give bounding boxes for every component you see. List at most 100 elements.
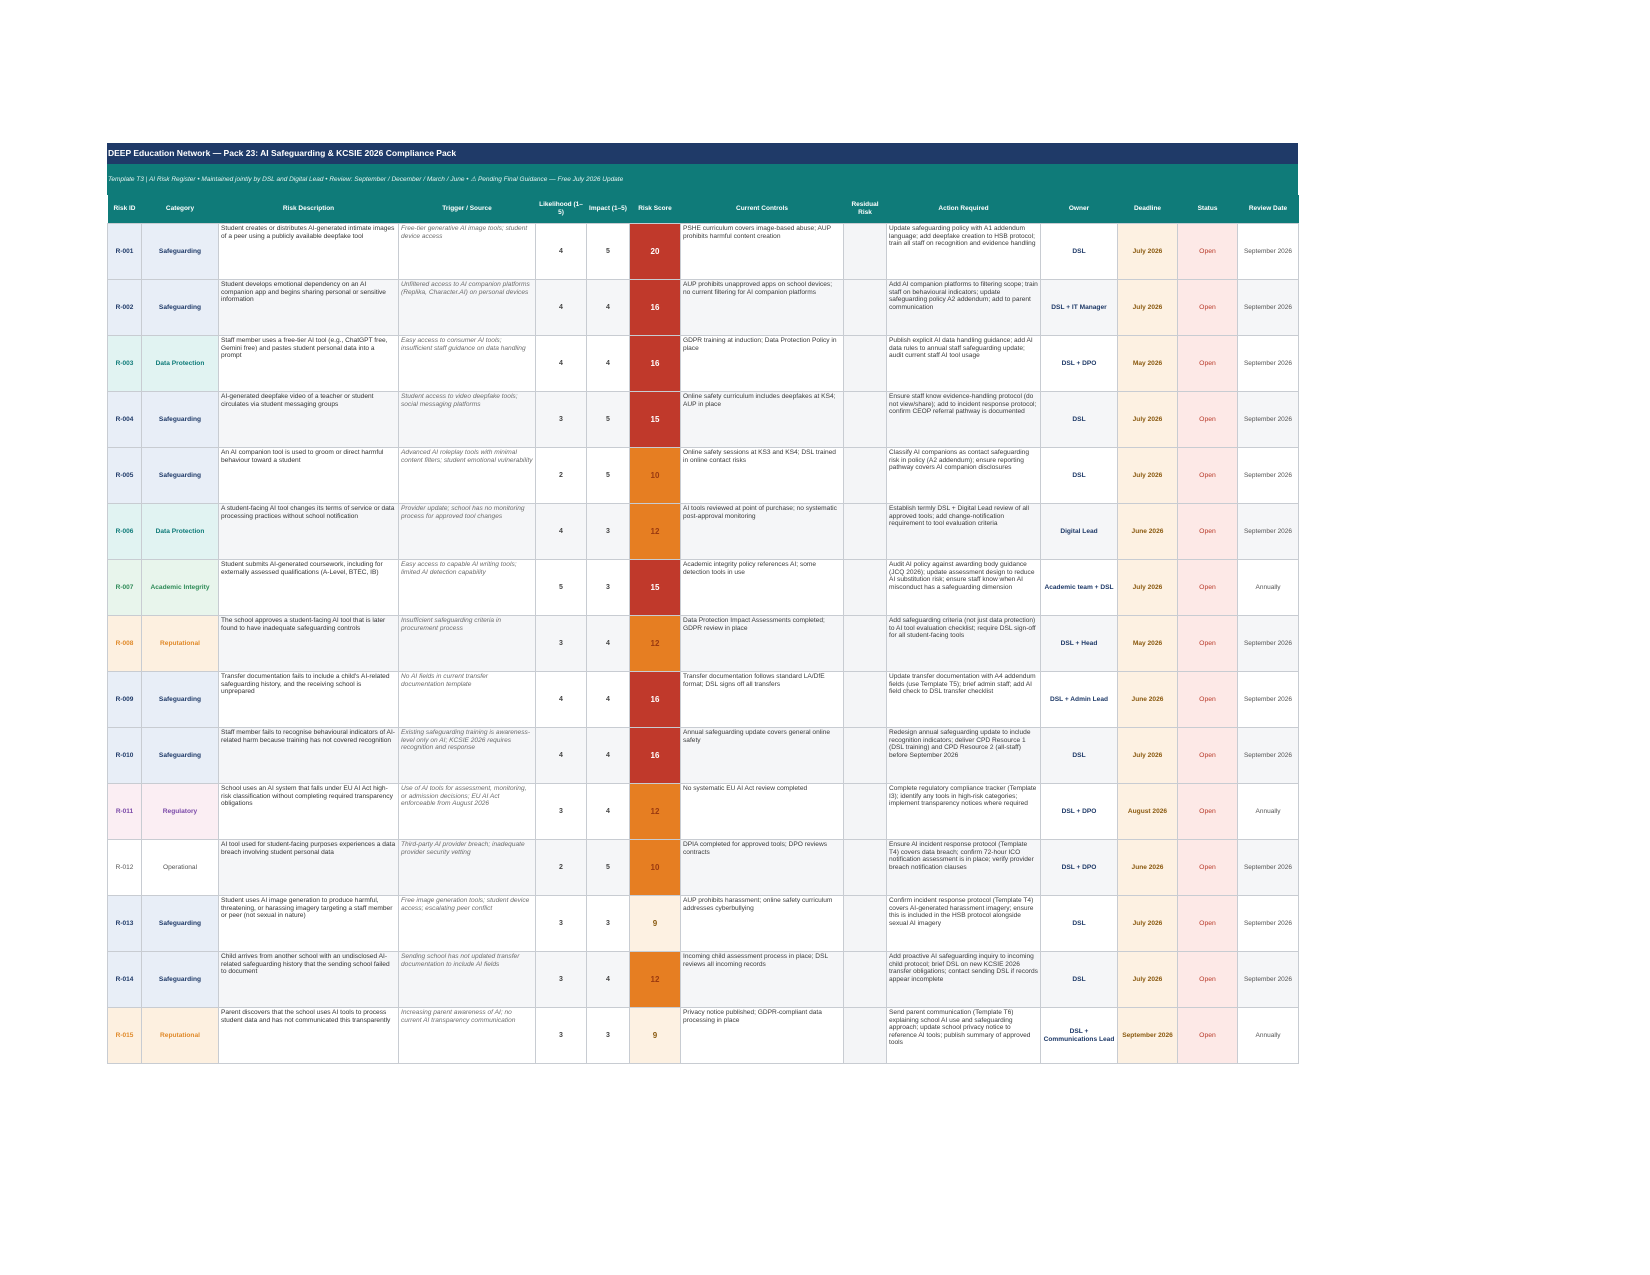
residual-risk-cell[interactable]	[843, 951, 887, 1008]
table-row[interactable]: R-003 Data Protection Staff member uses …	[107, 335, 1299, 392]
owner-cell: DSL	[1040, 895, 1118, 952]
review-date-cell: September 2026	[1237, 447, 1299, 504]
deadline-cell: June 2026	[1117, 503, 1178, 560]
deadline-cell: July 2026	[1117, 279, 1178, 336]
risk-description-cell: AI tool used for student-facing purposes…	[218, 839, 399, 896]
risk-id-cell: R-005	[107, 447, 142, 504]
residual-risk-cell[interactable]	[843, 671, 887, 728]
table-row[interactable]: R-001 Safeguarding Student creates or di…	[107, 223, 1299, 280]
table-row[interactable]: R-011 Regulatory School uses an AI syste…	[107, 783, 1299, 840]
table-row[interactable]: R-005 Safeguarding An AI companion tool …	[107, 447, 1299, 504]
deadline-cell: July 2026	[1117, 951, 1178, 1008]
category-cell: Reputational	[141, 1007, 219, 1064]
impact-cell: 5	[586, 391, 630, 448]
owner-cell: DSL + DPO	[1040, 335, 1118, 392]
table-row[interactable]: R-008 Reputational The school approves a…	[107, 615, 1299, 672]
trigger-cell: Unfiltered access to AI companion platfo…	[398, 279, 536, 336]
residual-risk-cell[interactable]	[843, 727, 887, 784]
status-badge: Open	[1177, 839, 1238, 896]
likelihood-cell: 4	[535, 335, 587, 392]
residual-risk-cell[interactable]	[843, 839, 887, 896]
trigger-cell: Free image generation tools; student dev…	[398, 895, 536, 952]
residual-risk-cell[interactable]	[843, 783, 887, 840]
category-cell: Safeguarding	[141, 895, 219, 952]
col-deadline: Deadline	[1117, 195, 1178, 224]
status-badge: Open	[1177, 1007, 1238, 1064]
current-controls-cell: Annual safeguarding update covers genera…	[680, 727, 844, 784]
owner-cell: DSL	[1040, 447, 1118, 504]
residual-risk-cell[interactable]	[843, 615, 887, 672]
risk-description-cell: A student-facing AI tool changes its ter…	[218, 503, 399, 560]
impact-cell: 3	[586, 503, 630, 560]
risk-description-cell: Student creates or distributes AI-genera…	[218, 223, 399, 280]
table-row[interactable]: R-012 Operational AI tool used for stude…	[107, 839, 1299, 896]
col-category: Category	[141, 195, 219, 224]
table-row[interactable]: R-014 Safeguarding Child arrives from an…	[107, 951, 1299, 1008]
risk-description-cell: An AI companion tool is used to groom or…	[218, 447, 399, 504]
residual-risk-cell[interactable]	[843, 391, 887, 448]
impact-cell: 4	[586, 279, 630, 336]
status-badge: Open	[1177, 671, 1238, 728]
status-badge: Open	[1177, 279, 1238, 336]
risk-id-cell: R-007	[107, 559, 142, 616]
action-required-cell: Add safeguarding criteria (not just data…	[886, 615, 1041, 672]
risk-id-cell: R-006	[107, 503, 142, 560]
risk-id-cell: R-010	[107, 727, 142, 784]
table-row[interactable]: R-010 Safeguarding Staff member fails to…	[107, 727, 1299, 784]
table-row[interactable]: R-013 Safeguarding Student uses AI image…	[107, 895, 1299, 952]
risk-id-cell: R-002	[107, 279, 142, 336]
review-date-cell: Annually	[1237, 1007, 1299, 1064]
residual-risk-cell[interactable]	[843, 559, 887, 616]
col-current-controls: Current Controls	[680, 195, 844, 224]
status-badge: Open	[1177, 727, 1238, 784]
table-row[interactable]: R-004 Safeguarding AI-generated deepfake…	[107, 391, 1299, 448]
current-controls-cell: Incoming child assessment process in pla…	[680, 951, 844, 1008]
trigger-cell: Insufficient safeguarding criteria in pr…	[398, 615, 536, 672]
deadline-cell: June 2026	[1117, 671, 1178, 728]
impact-cell: 3	[586, 559, 630, 616]
review-date-cell: September 2026	[1237, 727, 1299, 784]
risk-score-cell: 16	[629, 727, 681, 784]
residual-risk-cell[interactable]	[843, 1007, 887, 1064]
owner-cell: DSL + DPO	[1040, 783, 1118, 840]
deadline-cell: May 2026	[1117, 335, 1178, 392]
category-cell: Safeguarding	[141, 727, 219, 784]
risk-description-cell: AI-generated deepfake video of a teacher…	[218, 391, 399, 448]
residual-risk-cell[interactable]	[843, 503, 887, 560]
likelihood-cell: 3	[535, 951, 587, 1008]
action-required-cell: Add proactive AI safeguarding inquiry to…	[886, 951, 1041, 1008]
residual-risk-cell[interactable]	[843, 279, 887, 336]
trigger-cell: Third-party AI provider breach; inadequa…	[398, 839, 536, 896]
owner-cell: DSL + Head	[1040, 615, 1118, 672]
residual-risk-cell[interactable]	[843, 223, 887, 280]
table-row[interactable]: R-006 Data Protection A student-facing A…	[107, 503, 1299, 560]
risk-description-cell: Parent discovers that the school uses AI…	[218, 1007, 399, 1064]
status-badge: Open	[1177, 895, 1238, 952]
residual-risk-cell[interactable]	[843, 895, 887, 952]
risk-id-cell: R-014	[107, 951, 142, 1008]
likelihood-cell: 3	[535, 615, 587, 672]
deadline-cell: August 2026	[1117, 783, 1178, 840]
category-cell: Safeguarding	[141, 391, 219, 448]
table-row[interactable]: R-007 Academic Integrity Student submits…	[107, 559, 1299, 616]
action-required-cell: Complete regulatory compliance tracker (…	[886, 783, 1041, 840]
impact-cell: 4	[586, 727, 630, 784]
risk-id-cell: R-009	[107, 671, 142, 728]
risk-id-cell: R-003	[107, 335, 142, 392]
risk-rows: R-001 Safeguarding Student creates or di…	[107, 223, 1299, 1064]
table-row[interactable]: R-009 Safeguarding Transfer documentatio…	[107, 671, 1299, 728]
deadline-cell: June 2026	[1117, 839, 1178, 896]
review-date-cell: September 2026	[1237, 895, 1299, 952]
impact-cell: 4	[586, 783, 630, 840]
table-row[interactable]: R-015 Reputational Parent discovers that…	[107, 1007, 1299, 1064]
action-required-cell: Redesign annual safeguarding update to i…	[886, 727, 1041, 784]
risk-score-cell: 16	[629, 279, 681, 336]
table-row[interactable]: R-002 Safeguarding Student develops emot…	[107, 279, 1299, 336]
residual-risk-cell[interactable]	[843, 447, 887, 504]
col-likelihood: Likelihood (1–5)	[535, 195, 587, 224]
impact-cell: 3	[586, 1007, 630, 1064]
residual-risk-cell[interactable]	[843, 335, 887, 392]
col-residual-risk: Residual Risk	[843, 195, 887, 224]
impact-cell: 4	[586, 671, 630, 728]
risk-description-cell: Child arrives from another school with a…	[218, 951, 399, 1008]
